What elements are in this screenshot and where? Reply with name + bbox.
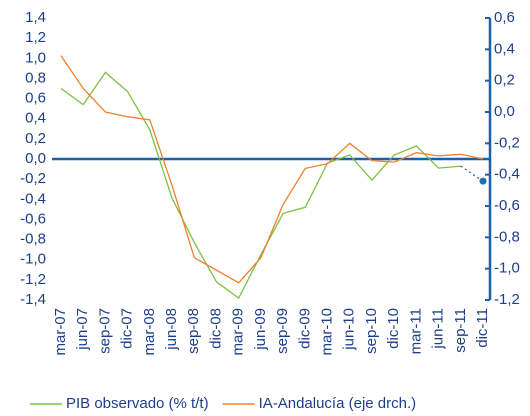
y-tick-label: 0,6 xyxy=(25,90,46,107)
series-line xyxy=(60,55,484,284)
y2-tick-label: 0,2 xyxy=(494,72,515,89)
x-tick-label: sep-11 xyxy=(452,308,469,353)
legend-label: PIB observado (% t/t) xyxy=(66,395,209,412)
x-tick-label: jun-10 xyxy=(341,308,358,351)
y-tick-label: 0,2 xyxy=(25,130,46,147)
series-line xyxy=(60,71,461,299)
y2-tick-label: -0,4 xyxy=(494,166,520,183)
y-tick-label: 0,4 xyxy=(25,110,46,127)
y2-tick-label: -1,2 xyxy=(494,291,520,308)
x-tick-label: sep-10 xyxy=(363,308,380,354)
y-tick-label: 1,4 xyxy=(25,9,46,26)
x-tick-label: jun-07 xyxy=(74,308,91,351)
series-line xyxy=(460,165,484,182)
x-tick-label: sep-09 xyxy=(274,308,291,354)
x-tick-label: sep-08 xyxy=(185,308,202,354)
x-tick-label: dic-08 xyxy=(207,308,224,349)
y2-tick-label: -0,6 xyxy=(494,197,520,214)
y2-tick-label: -1,0 xyxy=(494,260,520,277)
x-tick-label: dic-09 xyxy=(296,308,313,349)
y-tick-label: 0,0 xyxy=(25,150,46,167)
y-tick-label: 1,2 xyxy=(25,29,46,46)
x-tick-label: jun-11 xyxy=(430,308,447,350)
y-tick-label: 1,0 xyxy=(25,49,46,66)
y2-tick-label: -0,8 xyxy=(494,228,520,245)
y-tick-label: -0,6 xyxy=(20,210,46,227)
y-tick-label: -0,2 xyxy=(20,170,46,187)
y-tick-label: 0,8 xyxy=(25,69,46,86)
y-tick-label: -0,8 xyxy=(20,231,46,248)
y2-tick-label: 0,6 xyxy=(494,9,515,26)
x-tick-label: mar-08 xyxy=(141,308,158,356)
y2-tick-label: 0,4 xyxy=(494,40,515,57)
y-tick-label: -1,2 xyxy=(20,271,46,288)
x-tick-label: sep-07 xyxy=(96,308,113,354)
y-tick-label: -0,4 xyxy=(20,190,46,207)
x-tick-label: mar-11 xyxy=(407,308,424,354)
y2-tick-label: 0,0 xyxy=(494,103,515,120)
legend-label: IA-Andalucía (eje drch.) xyxy=(259,395,417,412)
y-tick-label: -1,0 xyxy=(20,251,46,268)
x-tick-label: jun-09 xyxy=(252,308,269,351)
x-tick-label: dic-10 xyxy=(385,308,402,349)
x-tick-label: dic-11 xyxy=(474,308,491,348)
x-tick-label: mar-09 xyxy=(230,308,247,356)
x-tick-label: mar-07 xyxy=(52,308,69,356)
x-tick-label: mar-10 xyxy=(318,308,335,356)
x-tick-label: dic-07 xyxy=(119,308,136,349)
y2-tick-label: -0,2 xyxy=(494,134,520,151)
y-tick-label: -1,4 xyxy=(20,291,46,308)
x-tick-label: jun-08 xyxy=(163,308,180,351)
